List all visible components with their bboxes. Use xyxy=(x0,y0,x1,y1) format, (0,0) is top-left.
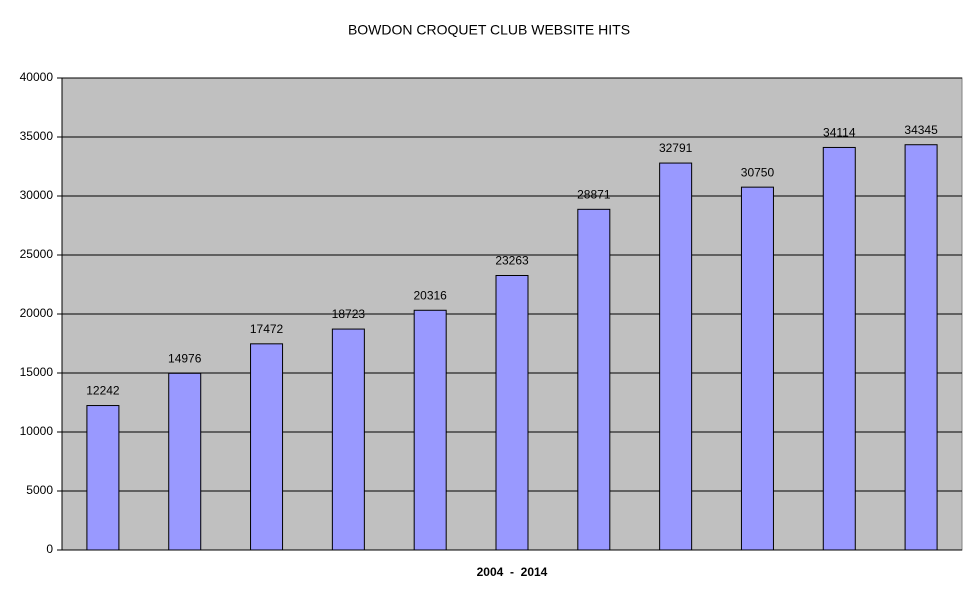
data-label: 34114 xyxy=(823,126,856,140)
bar xyxy=(250,343,284,551)
data-label: 14976 xyxy=(168,351,202,365)
data-label: 34345 xyxy=(904,123,938,137)
bar xyxy=(822,146,856,551)
bar xyxy=(495,274,529,551)
data-label: 18723 xyxy=(332,307,366,321)
bar xyxy=(577,208,611,551)
data-label: 32791 xyxy=(659,141,693,155)
y-tick-label: 5000 xyxy=(26,483,53,497)
data-label: 30750 xyxy=(741,165,775,179)
chart-title: BOWDON CROQUET CLUB WEBSITE HITS xyxy=(348,22,630,38)
bar xyxy=(740,186,774,551)
y-tick-label: 30000 xyxy=(20,188,54,202)
y-tick-label: 25000 xyxy=(20,247,54,261)
data-label: 20316 xyxy=(413,288,447,302)
y-tick-label: 0 xyxy=(46,542,53,556)
y-tick-label: 15000 xyxy=(20,365,54,379)
bar xyxy=(331,328,365,551)
bar xyxy=(168,372,202,551)
y-tick-label: 40000 xyxy=(20,70,54,84)
bar xyxy=(86,405,120,551)
data-label: 23263 xyxy=(495,254,529,268)
data-label: 17472 xyxy=(250,322,284,336)
x-axis-label: 2004 - 2014 xyxy=(477,565,548,579)
data-label: 28871 xyxy=(577,187,611,201)
y-tick-label: 10000 xyxy=(20,424,54,438)
bar xyxy=(904,144,938,551)
data-label: 12242 xyxy=(86,384,120,398)
y-tick-label: 35000 xyxy=(20,129,54,143)
bar xyxy=(413,309,447,551)
bar xyxy=(659,162,693,551)
y-tick-label: 20000 xyxy=(20,306,54,320)
